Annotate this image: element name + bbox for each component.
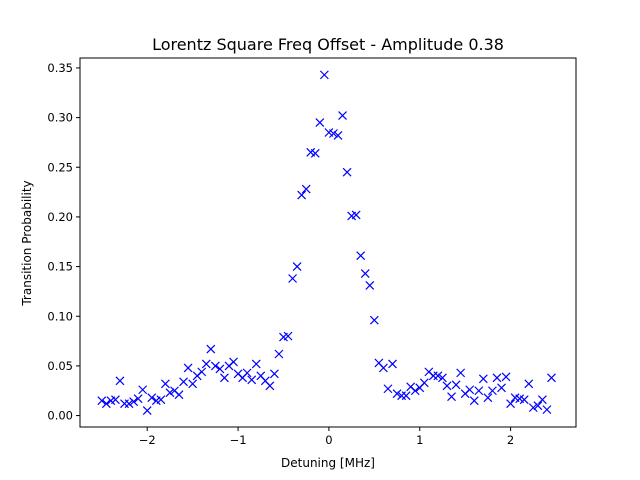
data-point xyxy=(297,190,307,200)
y-axis-ticks: 0.00 0.05 0.10 0.15 0.20 0.25 0.30 0.35 xyxy=(47,61,80,423)
data-point xyxy=(419,378,429,388)
data-point xyxy=(142,406,152,416)
data-point xyxy=(124,399,134,409)
y-tick-label: 0.30 xyxy=(47,111,73,125)
data-point xyxy=(251,359,261,369)
data-point xyxy=(247,375,257,385)
data-point xyxy=(201,359,211,369)
data-point xyxy=(392,389,402,399)
data-point xyxy=(133,394,143,404)
data-point xyxy=(497,383,506,393)
data-point xyxy=(329,129,338,138)
data-point xyxy=(183,363,193,373)
data-point xyxy=(388,359,397,369)
data-point xyxy=(269,369,279,379)
data-point xyxy=(433,371,443,381)
y-tick-label: 0.15 xyxy=(47,260,73,274)
data-point xyxy=(478,374,488,384)
data-point xyxy=(179,377,188,387)
data-point xyxy=(378,363,388,373)
data-point xyxy=(356,251,366,261)
chart-title: Lorentz Square Freq Offset - Amplitude 0… xyxy=(152,35,504,54)
y-tick-label: 0.10 xyxy=(47,309,73,323)
data-point xyxy=(365,281,375,290)
data-point xyxy=(310,148,320,158)
data-point xyxy=(351,210,361,220)
data-point xyxy=(547,373,556,383)
data-point xyxy=(333,131,343,140)
data-point xyxy=(197,367,207,377)
x-tick-label: 1 xyxy=(416,433,423,447)
data-point xyxy=(447,392,456,402)
x-tick-label: 2 xyxy=(507,433,514,447)
data-point xyxy=(519,395,529,405)
data-point xyxy=(524,379,534,389)
data-point xyxy=(220,373,229,383)
data-point xyxy=(111,395,120,405)
data-point xyxy=(342,167,352,177)
data-point xyxy=(492,373,502,383)
data-point xyxy=(469,396,479,406)
data-point xyxy=(174,390,184,400)
data-point xyxy=(319,70,329,80)
data-point xyxy=(283,331,293,341)
data-point xyxy=(451,380,461,390)
data-point xyxy=(242,368,252,378)
plot-area xyxy=(79,57,577,428)
data-point xyxy=(360,269,370,278)
data-point xyxy=(156,395,166,405)
data-point xyxy=(369,315,379,325)
data-point xyxy=(465,385,475,395)
y-tick-label: 0.00 xyxy=(47,409,73,423)
data-point xyxy=(165,388,175,398)
data-point xyxy=(138,385,148,395)
plot-frame xyxy=(79,57,577,428)
y-tick-label: 0.35 xyxy=(47,61,73,75)
data-point xyxy=(210,361,220,371)
data-point xyxy=(483,393,493,403)
data-point xyxy=(383,384,393,394)
data-point xyxy=(229,357,238,367)
data-point xyxy=(438,373,447,383)
data-point xyxy=(115,376,125,386)
y-tick-label: 0.05 xyxy=(47,359,73,373)
data-point xyxy=(410,386,420,396)
data-point xyxy=(288,274,297,283)
data-point xyxy=(537,395,547,405)
data-point xyxy=(129,397,139,407)
data-point xyxy=(188,379,198,389)
y-tick-label: 0.20 xyxy=(47,210,73,224)
data-point xyxy=(274,349,284,359)
data-point xyxy=(542,405,552,415)
data-point xyxy=(533,401,543,411)
data-point xyxy=(265,381,275,391)
data-points xyxy=(97,70,556,416)
data-point xyxy=(160,379,170,389)
y-axis-label: Transition Probability xyxy=(20,180,34,306)
data-point xyxy=(528,403,538,413)
data-point xyxy=(456,368,466,378)
data-point xyxy=(501,372,511,382)
data-point xyxy=(206,344,216,354)
x-axis-label: Detuning [MHz] xyxy=(281,456,375,470)
data-point xyxy=(442,381,452,391)
x-tick-label: −2 xyxy=(139,433,156,447)
data-point xyxy=(147,393,157,403)
x-axis-ticks: −2 −1 0 1 2 xyxy=(139,427,514,447)
y-tick-label: 0.25 xyxy=(47,160,73,174)
x-tick-label: 0 xyxy=(325,433,332,447)
x-tick-label: −1 xyxy=(230,433,247,447)
data-point xyxy=(315,118,325,127)
data-point xyxy=(506,399,516,409)
data-point xyxy=(488,386,497,396)
data-point xyxy=(338,111,347,121)
data-point xyxy=(292,262,302,272)
data-point xyxy=(301,184,311,194)
data-point xyxy=(474,386,484,396)
data-point xyxy=(97,396,107,406)
data-point xyxy=(401,391,411,401)
data-point xyxy=(101,399,111,409)
data-point xyxy=(215,364,225,374)
